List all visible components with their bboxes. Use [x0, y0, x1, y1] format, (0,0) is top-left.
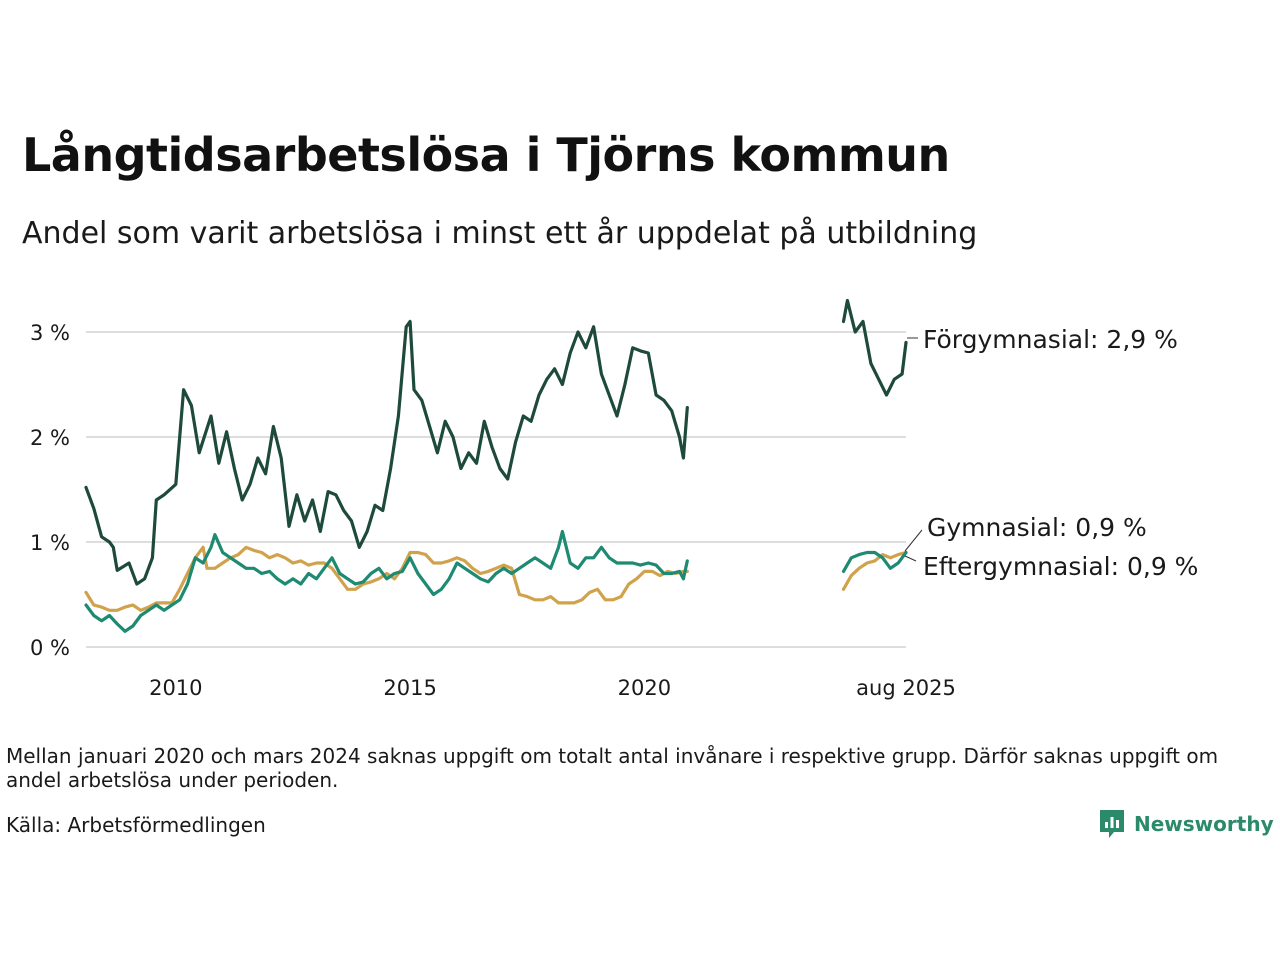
series-line-gymnasial: [841, 550, 908, 573]
y-tick-label: 0 %: [30, 636, 70, 660]
series-line-gymnasial: [84, 529, 689, 633]
footnote: Mellan januari 2020 och mars 2024 saknas…: [6, 744, 1219, 792]
x-tick-label: aug 2025: [856, 676, 956, 700]
end-label-förgymnasial: Förgymnasial: 2,9 %: [923, 325, 1178, 354]
y-axis-ticks: 0 % 1 % 2 % 3 %: [30, 321, 70, 660]
series-line-förgymnasial: [84, 319, 689, 586]
series-line-eftergymnasial: [841, 550, 908, 591]
gridlines: [86, 331, 906, 648]
series-end-labels: Förgymnasial: 2,9 % Gymnasial: 0,9 % Efter…: [904, 325, 1198, 581]
series-line-förgymnasial: [841, 298, 908, 397]
newsworthy-logo-icon: [1100, 810, 1124, 838]
x-tick-label: 2020: [618, 676, 671, 700]
y-tick-label: 2 %: [30, 426, 70, 450]
end-label-gymnasial: Gymnasial: 0,9 %: [927, 513, 1147, 542]
line-chart: 0 % 1 % 2 % 3 % 2010 2015 2020 aug 2025 Förgym…: [30, 298, 1198, 700]
series-line-eftergymnasial: [84, 545, 689, 612]
brand-logo[interactable]: Newsworthy: [1098, 808, 1274, 840]
y-tick-label: 1 %: [30, 531, 70, 555]
y-tick-label: 3 %: [30, 321, 70, 345]
end-label-connector: [904, 555, 917, 562]
end-label-connector: [904, 529, 923, 552]
brand-name: Newsworthy: [1134, 812, 1274, 836]
chart-title: Långtidsarbetslösa i Tjörns kommun: [22, 128, 950, 182]
series-lines: [84, 298, 908, 633]
x-axis-ticks: 2010 2015 2020 aug 2025: [149, 676, 956, 700]
x-tick-label: 2010: [149, 676, 202, 700]
chart-subtitle: Andel som varit arbetslösa i minst ett å…: [22, 216, 978, 251]
end-label-eftergymnasial: Eftergymnasial: 0,9 %: [923, 552, 1198, 581]
x-tick-label: 2015: [383, 676, 436, 700]
source-credit: Källa: Arbetsförmedlingen: [6, 813, 266, 837]
